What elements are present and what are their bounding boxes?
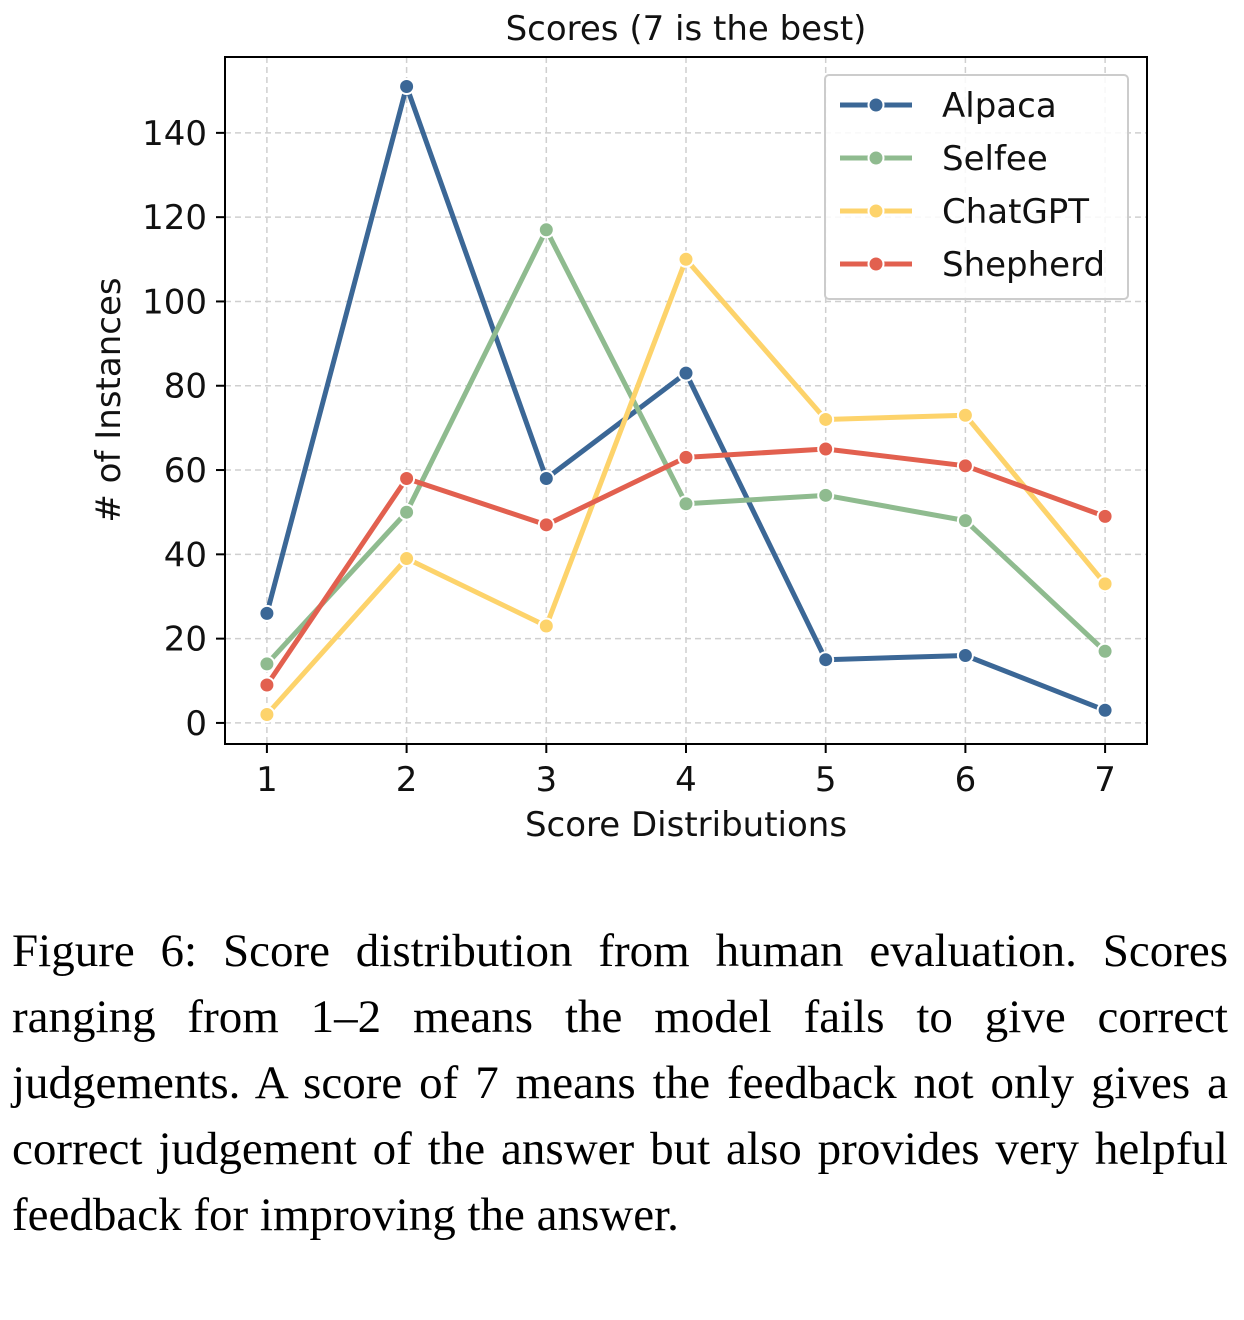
chart-title: Scores (7 is the best)	[506, 9, 867, 49]
data-point-alpaca	[258, 604, 276, 622]
data-point-shepherd	[537, 516, 555, 534]
data-point-alpaca	[956, 646, 974, 664]
data-point-alpaca	[1096, 701, 1114, 719]
y-tick-label: 0	[185, 704, 207, 744]
x-tick-label: 4	[675, 760, 697, 800]
data-point-shepherd	[817, 440, 835, 458]
data-point-alpaca	[817, 651, 835, 669]
data-point-alpaca	[398, 78, 416, 96]
series-lines	[258, 78, 1114, 723]
data-point-selfee	[956, 512, 974, 530]
data-point-shepherd	[1096, 507, 1114, 525]
legend-label-alpaca: Alpaca	[942, 86, 1057, 126]
data-point-selfee	[258, 655, 276, 673]
axis-ticks: 1 2 3 4 5 6 7 0 20 40 60 80 100 120 140	[142, 114, 1116, 800]
x-tick-label: 1	[256, 760, 278, 800]
x-tick-label: 3	[535, 760, 557, 800]
figure-caption: Figure 6: Score distribution from human …	[12, 925, 1228, 1241]
data-point-selfee	[1096, 642, 1114, 660]
data-point-selfee	[677, 495, 695, 513]
legend-label-selfee: Selfee	[942, 139, 1048, 179]
x-axis-label: Score Distributions	[525, 805, 847, 845]
y-tick-label: 60	[164, 451, 207, 491]
data-point-chatgpt	[1096, 575, 1114, 593]
y-tick-label: 140	[142, 114, 207, 154]
data-point-chatgpt	[956, 406, 974, 424]
y-axis-label: # of Instances	[89, 277, 129, 522]
data-point-shepherd	[677, 448, 695, 466]
score-line-chart: Scores (7 is the best) 1 2 3 4 5 6 70204060801…	[89, 9, 1148, 845]
data-point-selfee	[398, 503, 416, 521]
data-point-shepherd	[956, 457, 974, 475]
data-point-chatgpt	[258, 705, 276, 723]
data-point-shepherd	[398, 469, 416, 487]
legend-marker-selfee	[867, 149, 885, 167]
y-tick-label: 100	[142, 282, 207, 322]
data-point-selfee	[537, 221, 555, 239]
data-point-alpaca	[537, 469, 555, 487]
legend: Alpaca Selfee ChatGPT Shepherd	[824, 74, 1129, 300]
legend-box	[824, 74, 1129, 300]
data-point-alpaca	[677, 364, 695, 382]
legend-marker-chatgpt	[867, 202, 885, 220]
legend-marker-shepherd	[867, 255, 885, 273]
legend-marker-alpaca	[867, 96, 885, 114]
y-tick-label: 80	[164, 367, 207, 407]
data-point-chatgpt	[537, 617, 555, 635]
x-tick-label: 5	[815, 760, 837, 800]
data-point-chatgpt	[817, 410, 835, 428]
y-tick-label: 120	[142, 198, 207, 238]
legend-label-shepherd: Shepherd	[942, 245, 1105, 285]
y-tick-label: 20	[164, 620, 207, 660]
data-point-shepherd	[258, 676, 276, 694]
y-tick-label: 40	[164, 535, 207, 575]
legend-label-chatgpt: ChatGPT	[942, 192, 1089, 232]
data-point-chatgpt	[398, 550, 416, 568]
data-point-selfee	[817, 486, 835, 504]
x-tick-label: 7	[1094, 760, 1116, 800]
x-tick-label: 6	[955, 760, 977, 800]
data-point-chatgpt	[677, 250, 695, 268]
x-tick-label: 2	[396, 760, 418, 800]
